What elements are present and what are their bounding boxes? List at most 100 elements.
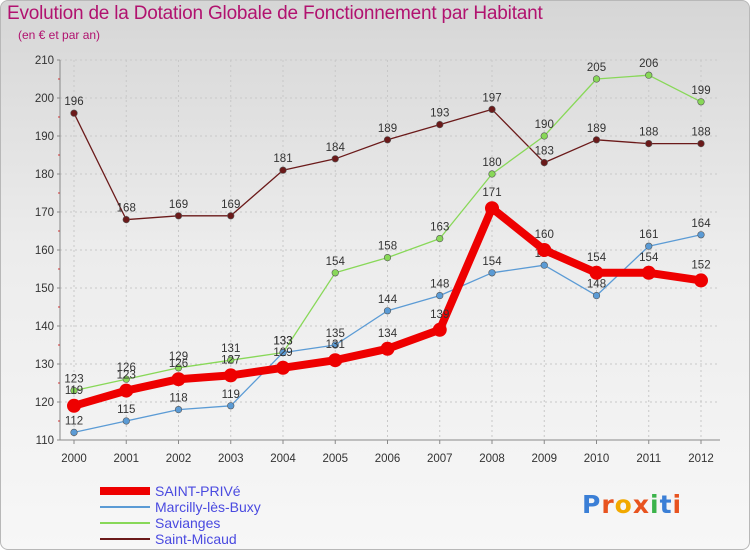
data-label: 205 xyxy=(587,62,606,74)
data-label: 193 xyxy=(430,108,449,120)
data-point xyxy=(697,140,705,148)
data-point xyxy=(174,364,183,372)
data-label: 126 xyxy=(169,358,188,370)
data-point xyxy=(488,105,496,113)
data-label: 199 xyxy=(691,85,710,97)
data-label: 161 xyxy=(639,229,658,241)
data-label: 129 xyxy=(273,347,292,359)
logo-letter: x xyxy=(632,490,650,519)
data-label: 206 xyxy=(639,58,658,70)
data-point xyxy=(331,269,339,277)
data-point xyxy=(645,71,653,79)
data-label: 158 xyxy=(378,241,397,253)
data-label: 131 xyxy=(221,343,240,355)
data-point xyxy=(380,341,395,356)
data-point xyxy=(436,235,444,243)
data-point xyxy=(223,368,238,383)
data-point xyxy=(122,417,130,425)
x-tick-label: 2006 xyxy=(375,453,401,465)
legend-swatch xyxy=(100,487,150,495)
y-tick-label: 120 xyxy=(35,397,54,409)
data-label: 163 xyxy=(430,222,449,234)
data-point xyxy=(383,254,392,262)
data-label: 171 xyxy=(482,187,501,199)
x-tick-label: 2011 xyxy=(636,453,661,465)
data-label: 139 xyxy=(430,309,449,321)
data-point xyxy=(331,341,339,349)
legend-swatch xyxy=(100,522,150,524)
legend-swatch xyxy=(100,538,150,540)
data-point xyxy=(279,349,287,357)
data-label: 112 xyxy=(65,415,83,427)
data-point xyxy=(328,353,343,368)
data-point xyxy=(436,292,444,300)
x-tick-label: 2004 xyxy=(270,453,296,465)
data-point xyxy=(537,243,552,257)
data-point xyxy=(227,402,235,410)
data-point xyxy=(540,159,548,167)
data-label: 119 xyxy=(65,385,83,397)
y-tick-label: 170 xyxy=(35,207,54,219)
y-tick-label: 110 xyxy=(36,435,54,447)
data-label: 180 xyxy=(482,157,501,169)
legend-label: SAINT-PRIVé xyxy=(155,483,241,499)
data-point xyxy=(279,166,287,174)
data-point xyxy=(697,231,705,239)
data-label: 144 xyxy=(378,294,398,306)
data-label: 164 xyxy=(691,218,711,230)
y-tick-label: 200 xyxy=(35,93,54,105)
legend-swatch xyxy=(100,506,150,508)
legend-label: Marcilly-lès-Buxy xyxy=(155,499,261,515)
data-label: 169 xyxy=(169,199,188,211)
data-label: 115 xyxy=(117,404,135,416)
x-tick-label: 2001 xyxy=(113,453,139,465)
logo-letter: i xyxy=(650,490,660,519)
x-tick-label: 2008 xyxy=(479,453,505,465)
data-label: 134 xyxy=(378,328,398,340)
data-label: 189 xyxy=(378,123,397,135)
data-label: 168 xyxy=(117,203,136,215)
data-point xyxy=(432,322,447,337)
logo-letter: i xyxy=(672,490,683,519)
data-label: 190 xyxy=(535,119,554,131)
data-point xyxy=(436,120,444,129)
data-label: 133 xyxy=(273,336,292,348)
data-label: 131 xyxy=(326,339,345,351)
logo-letter: t xyxy=(659,490,673,519)
data-point xyxy=(227,212,235,220)
data-point xyxy=(122,375,130,383)
data-point xyxy=(119,383,134,398)
y-tick-label: 210 xyxy=(35,55,54,67)
x-tick-label: 2005 xyxy=(322,453,348,465)
data-point xyxy=(70,387,78,395)
data-label: 123 xyxy=(64,374,83,386)
data-point xyxy=(592,75,601,83)
data-label: 184 xyxy=(326,142,346,154)
data-point xyxy=(276,360,290,375)
data-label: 118 xyxy=(169,393,187,405)
data-point xyxy=(592,292,601,300)
data-point xyxy=(70,428,78,437)
data-label: 148 xyxy=(587,279,606,291)
x-tick-label: 2007 xyxy=(427,453,453,465)
data-point xyxy=(174,212,183,220)
data-point xyxy=(488,170,496,178)
data-label: 181 xyxy=(273,153,292,165)
data-point xyxy=(589,265,604,280)
proxiti-logo: Proxiti xyxy=(582,490,682,519)
data-label: 154 xyxy=(326,256,346,268)
x-tick-label: 2010 xyxy=(584,453,610,465)
data-point xyxy=(122,216,130,224)
data-label: 126 xyxy=(117,362,136,374)
logo-letter: o xyxy=(614,490,633,519)
data-point xyxy=(227,356,235,364)
data-point xyxy=(645,242,653,250)
y-tick-label: 150 xyxy=(35,283,54,295)
data-label: 169 xyxy=(221,199,240,211)
data-label: 189 xyxy=(587,123,606,135)
data-point xyxy=(540,132,548,140)
logo-letter: P xyxy=(582,490,602,519)
data-point xyxy=(70,109,78,117)
data-label: 133 xyxy=(273,336,292,348)
data-label: 197 xyxy=(482,92,501,104)
